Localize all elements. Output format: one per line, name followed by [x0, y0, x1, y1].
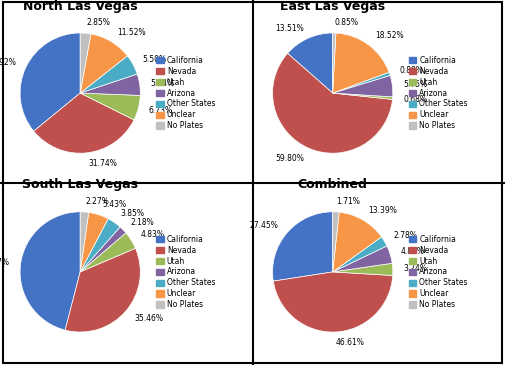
Wedge shape [20, 33, 80, 131]
Wedge shape [80, 33, 91, 93]
Text: 2.85%: 2.85% [86, 18, 111, 27]
Text: 0.85%: 0.85% [335, 18, 359, 27]
Wedge shape [273, 53, 392, 153]
Wedge shape [287, 33, 333, 93]
Legend: California, Nevada, Utah, Arizona, Other States, Unclear, No Plates: California, Nevada, Utah, Arizona, Other… [155, 54, 217, 132]
Wedge shape [333, 263, 393, 276]
Text: 59.80%: 59.80% [275, 154, 304, 162]
Wedge shape [333, 212, 339, 272]
Wedge shape [80, 227, 126, 272]
Text: 5.75%: 5.75% [403, 80, 427, 89]
Text: 31.74%: 31.74% [88, 159, 117, 168]
Wedge shape [333, 76, 393, 97]
Wedge shape [80, 219, 120, 272]
Text: 11.52%: 11.52% [117, 28, 145, 37]
Wedge shape [333, 212, 382, 272]
Text: 5.50%: 5.50% [142, 55, 167, 64]
Wedge shape [80, 56, 137, 93]
Text: 3.24%: 3.24% [403, 264, 428, 273]
Wedge shape [333, 237, 387, 272]
Text: 2.18%: 2.18% [131, 218, 155, 227]
Title: East Las Vegas: East Las Vegas [280, 0, 385, 13]
Wedge shape [333, 72, 390, 93]
Text: 4.83%: 4.83% [140, 230, 165, 239]
Text: 27.45%: 27.45% [250, 221, 279, 230]
Text: 2.27%: 2.27% [85, 197, 109, 205]
Text: 45.97%: 45.97% [0, 258, 10, 268]
Wedge shape [65, 248, 140, 332]
Wedge shape [80, 233, 135, 272]
Wedge shape [80, 34, 127, 93]
Text: 3.85%: 3.85% [121, 209, 144, 218]
Wedge shape [333, 33, 336, 93]
Wedge shape [80, 93, 140, 120]
Text: 4.82%: 4.82% [400, 247, 424, 256]
Text: 0.68%: 0.68% [403, 95, 427, 104]
Wedge shape [273, 272, 393, 332]
Text: 5.43%: 5.43% [102, 200, 126, 209]
Wedge shape [34, 93, 134, 153]
Text: 6.73%: 6.73% [149, 106, 173, 115]
Text: 13.39%: 13.39% [369, 206, 397, 215]
Wedge shape [333, 246, 392, 272]
Text: 46.61%: 46.61% [336, 338, 365, 347]
Title: South Las Vegas: South Las Vegas [22, 178, 138, 192]
Text: 18.52%: 18.52% [375, 31, 403, 41]
Legend: California, Nevada, Utah, Arizona, Other States, Unclear, No Plates: California, Nevada, Utah, Arizona, Other… [155, 233, 217, 311]
Legend: California, Nevada, Utah, Arizona, Other States, Unclear, No Plates: California, Nevada, Utah, Arizona, Other… [407, 54, 469, 132]
Text: 0.88%: 0.88% [400, 66, 424, 75]
Text: 35.46%: 35.46% [134, 314, 163, 323]
Text: 35.92%: 35.92% [0, 58, 16, 67]
Title: Combined: Combined [298, 178, 368, 192]
Wedge shape [20, 212, 80, 330]
Wedge shape [273, 212, 333, 281]
Text: 5.74%: 5.74% [150, 78, 175, 88]
Text: 1.71%: 1.71% [336, 197, 361, 205]
Wedge shape [333, 33, 389, 93]
Wedge shape [80, 74, 140, 95]
Wedge shape [80, 212, 108, 272]
Text: 2.78%: 2.78% [394, 231, 418, 240]
Text: 13.51%: 13.51% [275, 24, 304, 33]
Wedge shape [80, 212, 89, 272]
Wedge shape [333, 93, 393, 99]
Title: North Las Vegas: North Las Vegas [23, 0, 137, 13]
Legend: California, Nevada, Utah, Arizona, Other States, Unclear, No Plates: California, Nevada, Utah, Arizona, Other… [407, 233, 469, 311]
